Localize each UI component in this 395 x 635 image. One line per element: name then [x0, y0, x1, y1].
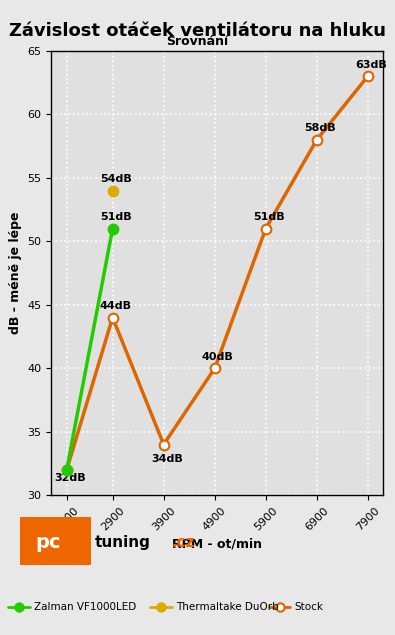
Text: 44dB: 44dB	[100, 301, 132, 311]
Text: Zalman VF1000LED: Zalman VF1000LED	[34, 602, 136, 612]
Text: 51dB: 51dB	[253, 212, 285, 222]
Text: pc: pc	[36, 533, 61, 552]
Text: Stock: Stock	[294, 602, 323, 612]
Text: 63dB: 63dB	[355, 60, 387, 70]
Text: Závislost otáček ventilátoru na hluku: Závislost otáček ventilátoru na hluku	[9, 22, 386, 40]
Text: 40dB: 40dB	[202, 352, 234, 362]
Text: 51dB: 51dB	[100, 212, 132, 222]
X-axis label: RPM - ot/min: RPM - ot/min	[172, 538, 262, 551]
Text: 58dB: 58dB	[304, 123, 336, 133]
Text: 54dB: 54dB	[100, 174, 132, 184]
Text: Thermaltake DuOrb: Thermaltake DuOrb	[176, 602, 278, 612]
Y-axis label: dB - méně je lépe: dB - méně je lépe	[9, 212, 22, 334]
Text: .cz: .cz	[172, 535, 195, 550]
Text: 34dB: 34dB	[151, 453, 182, 464]
Text: Srovnání: Srovnání	[166, 35, 229, 48]
Text: tuning: tuning	[95, 535, 150, 550]
Text: 32dB: 32dB	[54, 472, 86, 483]
